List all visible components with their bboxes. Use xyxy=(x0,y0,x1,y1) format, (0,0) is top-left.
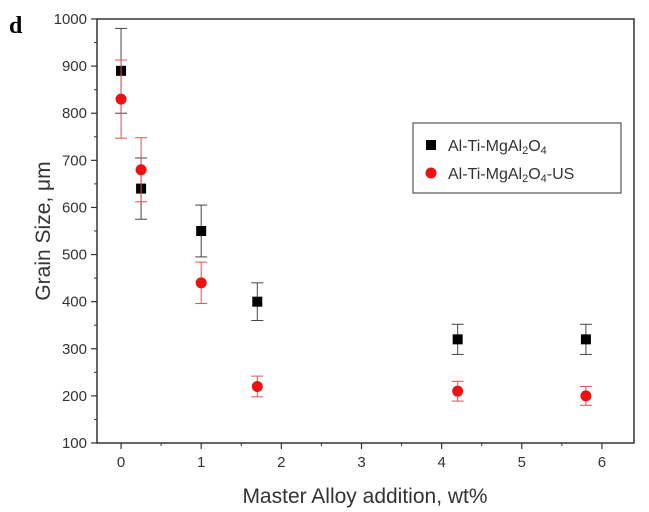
data-point-circle xyxy=(195,277,207,289)
ticks-layer: 100 200 300 400 500 600 700 800 900 1000 0 1 2 3 4 5 6 xyxy=(54,11,606,471)
x-tick-label: 0 xyxy=(117,454,125,471)
y-tick-label: 300 xyxy=(62,341,87,358)
legend: Al-Ti-MgAl2O4 Al-Ti-MgAl2O4-US xyxy=(412,122,622,194)
y-tick-label: 200 xyxy=(62,388,87,405)
y-tick-label: 800 xyxy=(62,105,87,122)
data-point-circle xyxy=(115,93,127,105)
data-point-circle xyxy=(251,380,263,392)
x-tick-label: 6 xyxy=(598,454,606,471)
panel-letter: d xyxy=(9,13,23,39)
data-point-circle xyxy=(452,385,464,397)
data-point-square xyxy=(580,334,591,345)
y-tick-label: 1000 xyxy=(54,11,87,28)
x-tick-label: 5 xyxy=(518,454,526,471)
y-tick-label: 900 xyxy=(62,58,87,75)
y-tick-label: 500 xyxy=(62,247,87,264)
legend-marker-square xyxy=(426,140,436,150)
data-marks xyxy=(115,27,592,406)
y-tick-label: 100 xyxy=(62,435,87,452)
x-tick-label: 2 xyxy=(277,454,285,471)
y-tick-label: 400 xyxy=(62,294,87,311)
plot-frame xyxy=(96,18,635,444)
y-axis-label: Grain Size, μm xyxy=(32,161,55,300)
x-tick-label: 1 xyxy=(197,454,205,471)
data-point-square xyxy=(196,226,207,236)
legend-label: Al-Ti-MgAl2O4-US xyxy=(448,166,574,185)
series-2 xyxy=(115,59,592,406)
data-point-circle xyxy=(580,390,592,402)
data-point-square xyxy=(452,334,463,345)
legend-marker-circle xyxy=(425,167,437,179)
y-tick-label: 700 xyxy=(62,152,87,169)
x-axis-label: Master Alloy addition, wt% xyxy=(242,485,487,508)
data-point-circle xyxy=(135,164,147,176)
data-point-square xyxy=(252,296,263,307)
x-tick-label: 4 xyxy=(437,454,445,471)
legend-items: Al-Ti-MgAl2O4 Al-Ti-MgAl2O4-US xyxy=(425,138,574,185)
y-tick-label: 600 xyxy=(62,199,87,216)
x-tick-label: 3 xyxy=(357,454,365,471)
legend-box xyxy=(412,122,622,194)
legend-label: Al-Ti-MgAl2O4 xyxy=(448,138,547,157)
